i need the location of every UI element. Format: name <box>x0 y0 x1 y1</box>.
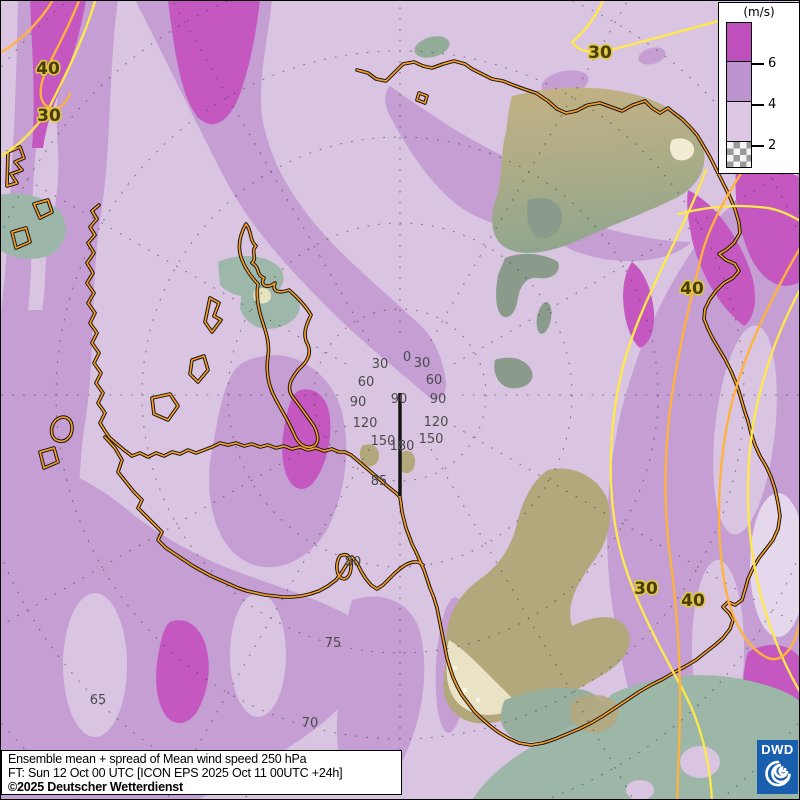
coastline <box>5 59 782 747</box>
grid-label: 90 <box>391 392 408 407</box>
legend-tick-line <box>752 63 764 65</box>
dwd-spiral-icon <box>764 760 791 787</box>
grid-label: 60 <box>426 373 443 388</box>
legend-tick-label: 2 <box>768 138 777 153</box>
grid-label: 120 <box>353 416 378 431</box>
contour-label: 40 <box>680 279 704 299</box>
grid-label: 30 <box>372 357 389 372</box>
legend-swatch <box>726 101 752 142</box>
grid-label: 65 <box>90 693 107 708</box>
contour-label: 40 <box>681 591 705 611</box>
grid-label: 30 <box>414 356 431 371</box>
legend-tick-label: 4 <box>768 97 777 112</box>
dwd-logo: DWD <box>757 740 798 794</box>
grid-label: 75 <box>325 636 342 651</box>
legend-title: (m/s) <box>743 5 775 19</box>
contour-label: 30 <box>37 106 61 126</box>
caption-copyright: ©2025 Deutscher Wetterdienst <box>8 780 183 794</box>
dwd-logo-text: DWD <box>761 742 794 757</box>
contour-label: 40 <box>36 59 60 79</box>
legend-tick-line <box>752 145 764 147</box>
contour-label: 30 <box>634 579 658 599</box>
caption-title: Ensemble mean + spread of Mean wind spee… <box>8 752 307 766</box>
legend-swatch-column <box>726 22 752 168</box>
caption-forecast-time: FT: Sun 12 Oct 00 UTC [ICON EPS 2025 Oct… <box>8 766 343 780</box>
contour-label: 30 <box>588 43 612 63</box>
legend-swatch <box>726 61 752 102</box>
grid-label: 80 <box>345 555 362 570</box>
map-caption-box: Ensemble mean + spread of Mean wind spee… <box>1 750 402 795</box>
grid-label: 150 <box>419 432 444 447</box>
terrain-patches <box>0 36 800 800</box>
grid-label: 90 <box>430 392 447 407</box>
legend-swatch <box>726 141 752 168</box>
grid-label: 150 <box>371 434 396 449</box>
grid-label: 70 <box>302 716 319 731</box>
legend-tick-label: 6 <box>768 56 777 71</box>
grid-label: 60 <box>358 375 375 390</box>
contour-labels: 40 30 30 40 30 40 <box>35 41 707 612</box>
grid-label: 0 <box>403 350 411 365</box>
legend-tick-line <box>752 104 764 106</box>
legend-swatch <box>726 22 752 62</box>
grid-label: 180 <box>390 439 415 454</box>
wind-speed-legend: (m/s) 6 4 2 <box>718 2 800 174</box>
grid-label: 90 <box>350 395 367 410</box>
grid-label: 120 <box>424 415 449 430</box>
grid-label: 85 <box>371 474 388 489</box>
